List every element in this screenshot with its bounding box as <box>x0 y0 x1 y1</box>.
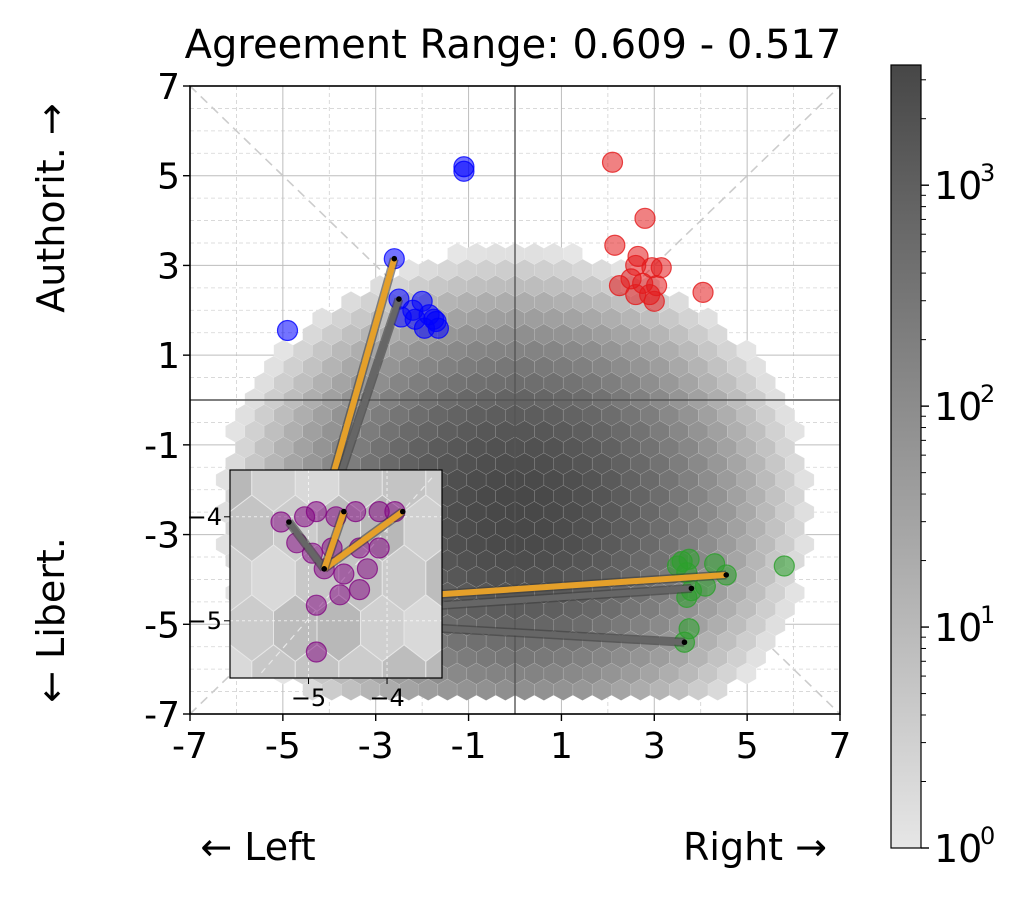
colorbar-tick-base: 10 <box>934 164 982 208</box>
inset-data-point <box>305 594 327 616</box>
hexbin-cell <box>669 291 690 314</box>
plot-area: −5 −4 −4 −5 <box>187 85 841 715</box>
segment-line <box>321 510 347 570</box>
data-point <box>276 319 299 342</box>
x-tick-label: 3 <box>643 726 666 767</box>
x-tick-label: -3 <box>358 726 394 767</box>
colorbar-tick-base: 10 <box>934 385 982 429</box>
inset-hexbin-cell <box>230 644 253 678</box>
inset-data-point <box>368 537 390 559</box>
colorbar-gradient <box>890 64 922 849</box>
y-tick-label: 5 <box>157 157 180 198</box>
colorbar-tick-exp: 2 <box>980 380 995 408</box>
inset-data-point <box>329 584 351 606</box>
inset-y-tick-label: −4 <box>187 503 222 531</box>
segment-endpoint <box>399 508 406 515</box>
data-point <box>643 290 665 312</box>
inset-y-tick-label: −5 <box>187 607 222 635</box>
x-tick-label: 5 <box>736 726 759 767</box>
inset-data-point <box>356 558 379 580</box>
y-tick-label: -5 <box>144 605 180 646</box>
hexbin-cell <box>736 339 757 362</box>
data-point <box>601 151 624 173</box>
inset-data-point <box>305 641 327 663</box>
xlabel-right: Right → <box>683 825 827 869</box>
x-tick-label: -5 <box>265 726 301 767</box>
x-tick-label: -1 <box>451 726 487 767</box>
ylabel-bottom: ← Libert. <box>29 537 73 703</box>
xlabel-left: ← Left <box>200 825 315 869</box>
inset-data-point <box>333 563 355 585</box>
inset-content <box>230 470 442 678</box>
data-point <box>604 234 626 256</box>
inset-x-tick-label: −5 <box>291 684 326 712</box>
colorbar-tick-base: 10 <box>934 827 982 871</box>
x-tick-label: 1 <box>550 726 573 767</box>
inset-frame <box>229 469 443 679</box>
segment-endpoint <box>688 585 695 592</box>
segment-endpoint <box>391 255 398 262</box>
hexbin-cell <box>697 307 718 330</box>
y-tick-label: -3 <box>144 516 180 557</box>
data-point <box>453 160 475 182</box>
segment-endpoint <box>681 639 688 646</box>
x-tick-label: -7 <box>172 726 208 767</box>
y-tick-label: -7 <box>144 695 180 736</box>
y-tick-label: 3 <box>157 246 180 287</box>
inset-data-point <box>345 501 367 523</box>
ylabel-top: Authorit. → <box>29 103 73 312</box>
data-point <box>423 308 445 330</box>
inset-data-point <box>305 501 327 523</box>
data-point <box>773 555 795 577</box>
y-tick-label: 1 <box>157 336 180 377</box>
y-tick-label: -1 <box>144 426 180 467</box>
segment-line <box>322 509 405 572</box>
zero-axes <box>190 86 840 714</box>
y-axis-ticks: -7 -5 -3 -1 1 3 5 7 <box>144 67 190 736</box>
x-tick-label: 7 <box>829 726 852 767</box>
colorbar-tick-exp: 1 <box>980 601 995 629</box>
inset-zoom: −5 −4 −4 −5 <box>187 469 443 712</box>
data-point <box>692 281 714 303</box>
data-point <box>608 275 631 297</box>
y-tick-label: 7 <box>157 67 180 108</box>
segment-endpoint <box>396 296 402 302</box>
data-point <box>650 257 672 279</box>
segment-endpoint <box>723 572 730 578</box>
segment-endpoint <box>341 508 347 515</box>
segment-endpoint <box>286 519 292 525</box>
colorbar-tick-exp: 3 <box>980 159 995 187</box>
colorbar-tick-base: 10 <box>934 606 982 650</box>
x-axis-ticks: -7 -5 -3 -1 1 3 5 7 <box>172 714 851 767</box>
hexbin-cell <box>562 242 583 265</box>
colorbar-tick-exp: 0 <box>980 822 995 850</box>
inset-data-point <box>348 578 371 601</box>
inset-hexbin-cell <box>425 548 442 608</box>
segment-line <box>286 520 327 571</box>
inset-x-tick-label: −4 <box>369 684 404 712</box>
inset-hexbin-cell <box>425 648 442 678</box>
segment-endpoint <box>321 566 328 572</box>
data-point <box>634 207 656 229</box>
chart-title: Agreement Range: 0.609 - 0.517 <box>185 22 842 68</box>
plot-frame <box>189 85 841 715</box>
